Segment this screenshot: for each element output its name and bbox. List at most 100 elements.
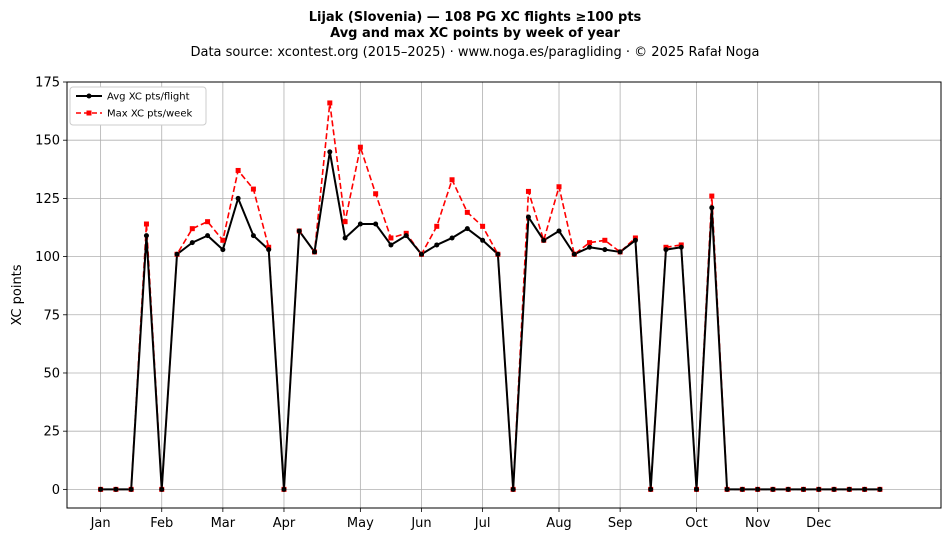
data-point-avg [388, 242, 394, 248]
data-point-avg [189, 240, 195, 246]
data-point-max [556, 184, 562, 190]
x-tick-label: Nov [745, 516, 771, 531]
data-point-avg [128, 486, 134, 492]
y-tick-label: 175 [35, 76, 60, 91]
data-point-max [250, 186, 256, 192]
data-point-max [464, 209, 470, 215]
x-tick-label: Feb [150, 516, 173, 531]
data-point-avg [617, 249, 623, 255]
data-point-max [388, 235, 394, 241]
data-point-avg [434, 242, 440, 248]
data-point-avg [281, 486, 287, 492]
data-point-avg [449, 235, 455, 241]
data-point-avg [694, 486, 700, 492]
data-point-avg [556, 228, 562, 234]
x-tick-label: May [347, 516, 374, 531]
data-point-avg [663, 247, 669, 253]
data-point-avg [495, 251, 501, 257]
data-point-avg [862, 486, 868, 492]
x-tick-label: Jan [90, 516, 111, 531]
series-line-avg [100, 150, 880, 491]
data-point-max [373, 191, 379, 197]
chart-title: Lijak (Slovenia) — 108 PG XC flights ≥10… [309, 10, 642, 25]
legend-marker-avg [86, 93, 92, 99]
data-point-avg [235, 195, 241, 201]
data-point-avg [800, 486, 806, 492]
x-tick-label: Oct [685, 516, 707, 531]
data-point-avg [266, 247, 272, 253]
data-point-max [434, 223, 440, 229]
y-tick-label: 50 [43, 366, 60, 381]
data-point-avg [220, 247, 226, 253]
grid [67, 81, 941, 508]
data-point-max [205, 219, 211, 225]
data-point-avg [678, 244, 684, 250]
y-tick-label: 125 [35, 192, 60, 207]
x-tick-label: Sep [608, 516, 633, 531]
data-point-max [220, 237, 226, 243]
legend-box [69, 86, 207, 126]
data-point-avg [541, 237, 547, 243]
y-tick-label: 150 [35, 134, 60, 149]
y-axis-label: XC points [10, 264, 25, 325]
data-point-max [342, 219, 348, 225]
x-tick-label: Jul [474, 516, 491, 531]
x-tick-label: Aug [546, 516, 571, 531]
legend-label-max: Max XC pts/week [107, 109, 192, 120]
data-point-avg [113, 486, 119, 492]
data-point-avg [724, 486, 730, 492]
legend-label-avg: Avg XC pts/flight [107, 92, 190, 103]
data-point-avg [770, 486, 776, 492]
x-tick-label: Apr [273, 516, 296, 531]
data-point-avg [785, 486, 791, 492]
x-tick-label: Dec [806, 516, 831, 531]
data-point-max [602, 237, 608, 243]
axis-ticks: 0 25 50 75 100 125 150 175 Jan Feb Mar Apr May Jun Jul… [35, 76, 831, 532]
data-point-avg [632, 237, 638, 243]
data-point-avg [205, 233, 211, 239]
plot-frame [66, 81, 942, 509]
data-point-avg [403, 233, 409, 239]
data-point-avg [739, 486, 745, 492]
data-point-avg [143, 233, 149, 239]
data-point-avg [846, 486, 852, 492]
data-point-max [709, 193, 715, 199]
data-point-max [357, 144, 363, 150]
y-tick-label: 25 [43, 425, 60, 440]
data-point-avg [816, 486, 822, 492]
data-point-avg [312, 249, 318, 255]
data-point-avg [342, 235, 348, 241]
data-point-avg [327, 149, 333, 155]
data-point-avg [587, 244, 593, 250]
data-point-avg [159, 486, 165, 492]
legend: Avg XC pts/flight Max XC pts/week [69, 86, 207, 126]
data-point-avg [831, 486, 837, 492]
data-point-max [480, 223, 486, 229]
data-point-avg [525, 214, 531, 220]
data-point-avg [357, 221, 363, 227]
data-point-avg [250, 233, 256, 239]
x-tick-label: Mar [211, 516, 236, 531]
y-tick-label: 75 [43, 308, 60, 323]
chart-title-line2: Avg and max XC points by week of year [330, 26, 620, 41]
data-point-avg [510, 486, 516, 492]
x-tick-label: Jun [410, 516, 431, 531]
series-layer [98, 100, 883, 492]
data-point-avg [174, 251, 180, 257]
series-line-max [100, 102, 880, 491]
data-point-max [143, 221, 149, 227]
data-point-max [587, 240, 593, 246]
data-point-avg [464, 226, 470, 232]
data-point-avg [296, 228, 302, 234]
y-tick-label: 0 [52, 483, 60, 498]
data-point-avg [755, 486, 761, 492]
data-point-avg [648, 486, 654, 492]
data-point-max [327, 100, 333, 106]
data-point-avg [98, 486, 104, 492]
data-point-max [235, 167, 241, 173]
legend-marker-max [86, 110, 92, 116]
chart-subtitle: Data source: xcontest.org (2015–2025) · … [190, 45, 759, 60]
data-point-avg [709, 205, 715, 211]
data-point-max [189, 226, 195, 232]
